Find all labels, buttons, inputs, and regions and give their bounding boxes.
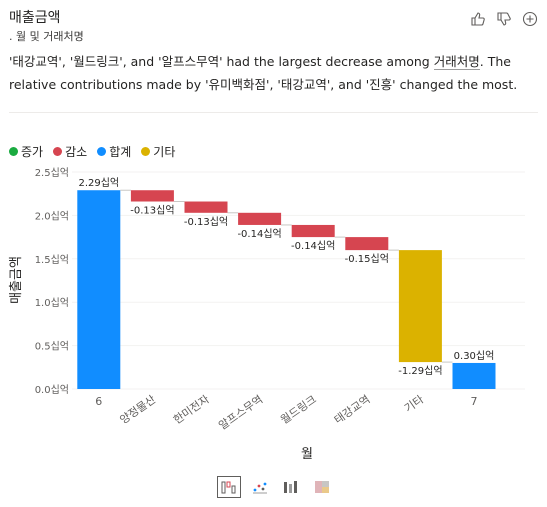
waterfall-chart: 0.0십억 0.5십억 1.0십억 1.5십억 2.0십억 2.5십억 2.29십억 -0.… [9,167,525,462]
x-tick-label: 한미전자 [171,393,212,427]
y-tick-label: 2.0십억 [35,210,69,222]
bar-decrease [130,190,174,202]
legend-label-decrease: 감소 [65,145,88,159]
legend-swatch-increase [9,147,18,156]
y-tick-label: 1.0십억 [35,297,69,309]
data-label: -0.14십억 [237,228,281,240]
legend-swatch-total [97,147,107,156]
legend-item-increase[interactable]: 증가 [9,143,43,160]
divider [9,112,538,113]
bar-decrease [184,201,228,213]
legend-swatch-decrease [53,147,63,156]
bars [77,189,496,389]
x-tick-label: 기타 [402,393,426,415]
data-label: -0.15십억 [345,253,389,265]
data-label: -1.29십억 [398,365,442,377]
x-axis: 6 양정물산 한미전자 알프스무역 월드링크 태강교역 기타 7 [95,392,477,432]
y-gridlines [72,171,525,390]
summary-text-1: '태강교역', '월드링크', and '알프스무역' had the larg… [9,54,434,69]
x-tick-label: 7 [471,395,478,408]
add-icon[interactable] [521,10,539,28]
legend-label-total: 합계 [109,145,132,159]
data-label: -0.14십억 [291,240,335,252]
bar-other [398,250,442,363]
y-tick-label: 0.5십억 [35,341,69,353]
x-tick-label: 알프스무역 [216,392,265,432]
card-actions [469,10,539,28]
chart-type-switcher [217,476,333,498]
y-axis-title: 매출금액 [9,256,24,304]
x-tick-label: 태강교역 [332,393,373,427]
bar-total [452,362,496,389]
data-label: -0.13십억 [184,216,228,228]
data-label: -0.13십억 [130,205,174,217]
summary-text-2: . The relative contributions made by '유미… [9,54,518,92]
chart-legend: 증가 감소 합계 기타 [9,143,175,160]
y-tick-label: 1.5십억 [35,254,69,266]
smart-narrative: '태강교역', '월드링크', and '알프스무역' had the larg… [9,50,539,96]
thumbs-up-icon[interactable] [469,10,487,28]
waterfall-chart-icon[interactable] [217,476,241,498]
x-tick-label: 월드링크 [278,393,319,427]
legend-label-other: 기타 [153,145,176,159]
bar-decrease [238,212,282,225]
data-label: 0.30십억 [454,350,495,362]
treemap-chart-icon[interactable] [311,477,333,497]
bar-decrease [345,237,389,251]
x-axis-title: 월 [301,447,313,462]
y-axis: 0.0십억 0.5십억 1.0십억 1.5십억 2.0십억 2.5십억 [35,167,69,396]
bar-total [77,190,121,389]
y-tick-label: 0.0십억 [35,384,69,396]
legend-label-increase: 증가 [21,145,44,159]
thumbs-down-icon[interactable] [495,10,513,28]
x-tick-label: 6 [95,395,102,408]
y-tick-label: 2.5십억 [35,167,69,179]
card-title: 매출금액 [9,10,61,26]
bar-decrease [291,224,335,238]
column-chart-icon[interactable] [280,477,302,497]
legend-swatch-other [141,147,151,156]
data-labels: 2.29십억 -0.13십억 -0.13십억 -0.14십억 -0.14십억 -0.15십… [78,177,494,377]
x-tick-label: 양정물산 [118,393,159,427]
legend-item-other[interactable]: 기타 [141,143,175,160]
legend-item-total[interactable]: 합계 [97,143,131,160]
card-subtitle: . 월 및 거래처명 [9,30,84,43]
scatter-chart-icon[interactable] [249,477,271,497]
legend-item-decrease[interactable]: 감소 [53,143,87,160]
data-label: 2.29십억 [78,177,119,189]
summary-field-link[interactable]: 거래처명 [433,54,480,70]
